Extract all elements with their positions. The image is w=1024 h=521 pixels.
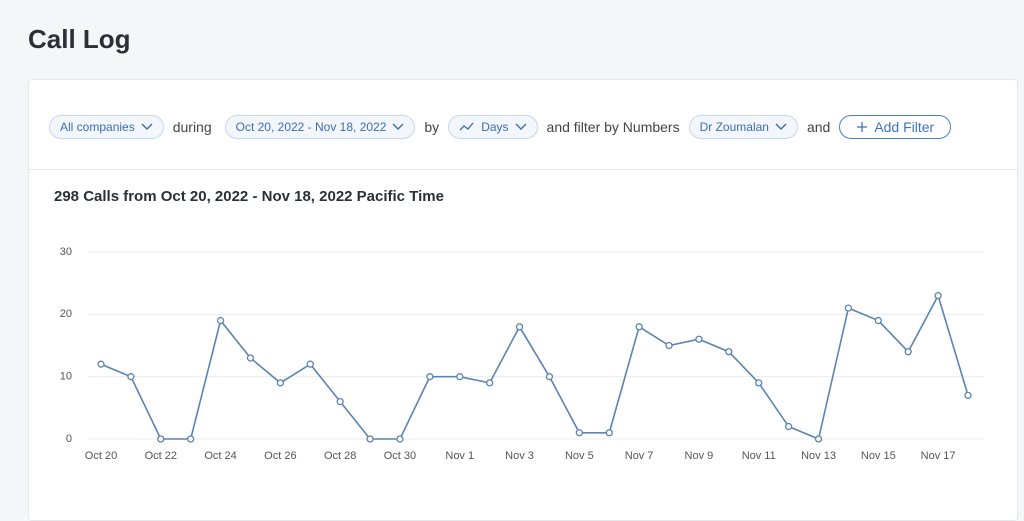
y-tick-label: 10 [60, 371, 72, 383]
line-icon [459, 122, 474, 131]
point [396, 435, 404, 443]
point [336, 397, 344, 406]
text: and [806, 119, 831, 135]
chevron [392, 123, 404, 130]
x-tick-label: Oct 28 [324, 450, 356, 462]
label: All companies [60, 120, 135, 134]
x-tick-label: Nov 5 [565, 450, 594, 462]
point [486, 379, 494, 387]
x-tick-label: Nov 3 [505, 450, 534, 462]
point [665, 341, 673, 350]
point [545, 373, 554, 381]
y-tick-label: 30 [60, 246, 72, 258]
chart-title: 298 Calls from Oct 20, 2022 - Nov 18, 20… [54, 188, 444, 205]
x-tick-label: Oct 30 [384, 450, 416, 462]
point [366, 435, 374, 443]
page: Call Log All companies during Oct 20, 20… [28, 24, 1018, 521]
point [306, 360, 314, 368]
line [100, 293, 969, 441]
filter-bar: All companies during Oct 20, 2022 - Nov … [29, 80, 1017, 170]
point [755, 379, 763, 387]
y-tick-label: 20 [60, 308, 72, 320]
point [784, 422, 793, 431]
card: All companies during Oct 20, 2022 - Nov … [28, 79, 1018, 521]
text: by [424, 119, 440, 135]
chevron [775, 123, 787, 130]
add-filter-button[interactable]: Add Filter [839, 115, 952, 139]
page-title: Call Log [28, 24, 131, 54]
point [575, 429, 583, 437]
point [216, 316, 225, 325]
point [695, 335, 703, 343]
y-tick-label: 0 [66, 433, 72, 445]
x-tick-label: Nov 7 [625, 450, 654, 462]
chevron [515, 123, 527, 130]
x-tick-label: Nov 15 [861, 450, 896, 462]
x-tick-label: Oct 20 [85, 450, 117, 462]
point [97, 360, 105, 368]
text: during [172, 119, 212, 135]
point [157, 435, 165, 443]
label: Oct 20, 2022 - Nov 18, 2022 [235, 120, 387, 134]
point [515, 323, 524, 331]
x-tick-label: Nov 1 [445, 450, 474, 462]
filter-row: All companies during Oct 20, 2022 - Nov … [49, 115, 952, 139]
point [187, 435, 195, 443]
point [456, 373, 464, 381]
label: Days [481, 120, 509, 134]
label: Dr Zoumalan [699, 120, 769, 134]
number-select[interactable]: Dr Zoumalan [688, 115, 798, 139]
point [635, 323, 643, 331]
point [246, 354, 255, 362]
x-tick-label: Oct 26 [264, 450, 296, 462]
chevron [141, 123, 153, 130]
point [844, 304, 853, 312]
point [874, 316, 882, 325]
point [934, 291, 942, 300]
date-range-select[interactable]: Oct 20, 2022 - Nov 18, 2022 [224, 115, 416, 139]
x-tick-label: Nov 11 [742, 450, 776, 462]
point [605, 429, 613, 437]
chart: 298 Calls from Oct 20, 2022 - Nov 18, 20… [54, 188, 984, 462]
point [127, 373, 135, 381]
point [725, 348, 733, 356]
point [276, 379, 285, 387]
point [904, 348, 912, 356]
x-tick-label: Nov 9 [685, 450, 714, 462]
interval-select[interactable]: Days [448, 115, 538, 139]
x-tick-label: Oct 24 [204, 450, 236, 462]
point [964, 391, 972, 400]
x-tick-label: Nov 13 [801, 450, 836, 462]
x-tick-label: Oct 22 [145, 450, 177, 462]
point [426, 373, 434, 381]
x-tick-label: Nov 17 [921, 450, 956, 462]
companies-select[interactable]: All companies [49, 115, 164, 139]
point [814, 435, 823, 443]
label: Add Filter [874, 119, 935, 135]
plus-icon [857, 122, 868, 132]
text: and filter by Numbers [546, 119, 680, 135]
